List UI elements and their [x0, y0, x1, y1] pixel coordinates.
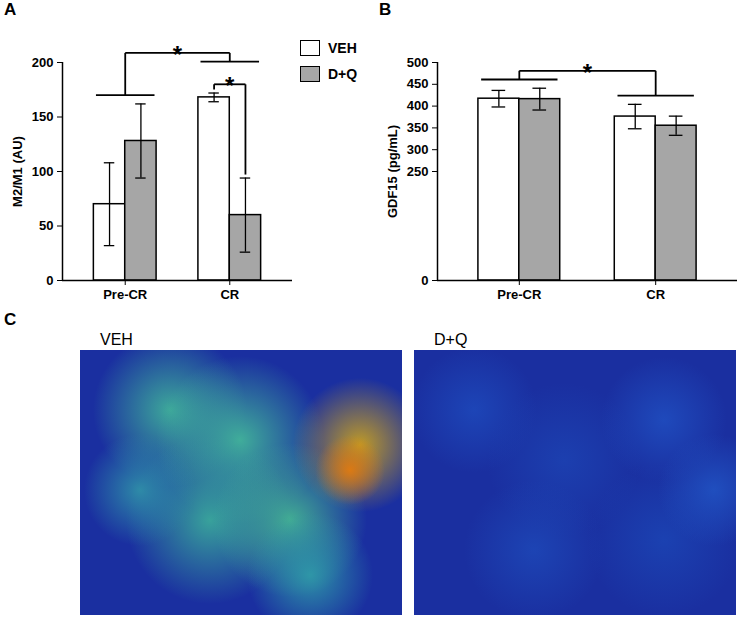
svg-text:0: 0: [421, 273, 428, 288]
html-text:D+Q: D+Q: [328, 66, 358, 82]
svg-text:50: 50: [39, 218, 53, 233]
html-text:A: A: [4, 0, 17, 19]
svg-text:100: 100: [32, 164, 54, 179]
svg-text:Pre-CR: Pre-CR: [103, 287, 148, 302]
svg-text:0: 0: [46, 273, 53, 288]
svg-text:Pre-CR: Pre-CR: [497, 287, 542, 302]
html-text:VEH: VEH: [328, 40, 357, 56]
html-text:VEH: VEH: [100, 331, 133, 348]
svg-text:M2/M1 (AU): M2/M1 (AU): [10, 136, 25, 207]
html-text:D+Q: D+Q: [434, 331, 468, 348]
svg-text:*: *: [583, 59, 593, 86]
svg-text:300: 300: [407, 142, 429, 157]
svg-text:150: 150: [32, 109, 54, 124]
svg-text:250: 250: [407, 164, 429, 179]
html-text:B: B: [379, 0, 392, 19]
svg-text:*: *: [225, 72, 235, 99]
html-text:C: C: [4, 310, 17, 329]
svg-text:350: 350: [407, 120, 429, 135]
svg-text:400: 400: [407, 98, 429, 113]
svg-text:200: 200: [32, 55, 54, 70]
svg-text:500: 500: [407, 55, 429, 70]
svg-text:GDF15 (pg/mL): GDF15 (pg/mL): [385, 125, 400, 218]
svg-text:450: 450: [407, 76, 429, 91]
svg-text:CR: CR: [646, 287, 665, 302]
svg-text:CR: CR: [220, 287, 239, 302]
svg-text:*: *: [173, 41, 183, 68]
